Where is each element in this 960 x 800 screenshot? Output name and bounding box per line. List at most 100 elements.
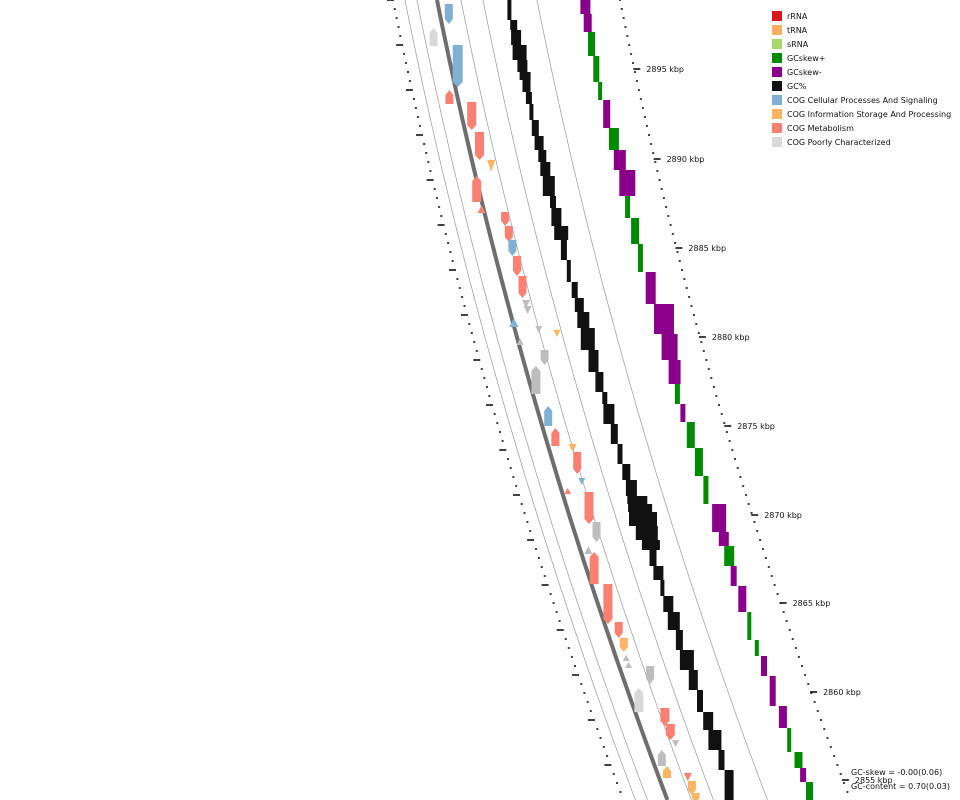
gc-content-stat: GC-content = 0.70(0.03) bbox=[851, 782, 950, 791]
gc-skew-positive-bar bbox=[787, 728, 792, 752]
gc-skew-track bbox=[580, 0, 813, 800]
gc-skew-negative-bar bbox=[603, 100, 611, 128]
gene-arrow bbox=[589, 552, 599, 584]
gc-content-track bbox=[507, 0, 734, 800]
gene-arrow bbox=[477, 205, 486, 213]
legend: rRNA tRNA sRNA GCskew+ GCskew- GC% COG Cellula… bbox=[772, 9, 951, 149]
gc-skew-negative-bar bbox=[619, 170, 636, 196]
gc-skew-negative-bar bbox=[583, 14, 592, 32]
gene-arrow bbox=[665, 724, 675, 740]
gc-skew-negative-bar bbox=[668, 360, 681, 384]
gene-arrow bbox=[584, 492, 594, 524]
gene-arrow bbox=[573, 452, 582, 474]
legend-label: tRNA bbox=[787, 25, 808, 35]
gc-bar bbox=[554, 226, 569, 240]
gc-bar bbox=[724, 770, 734, 800]
position-label: 2875 kbp bbox=[737, 422, 775, 431]
legend-swatch bbox=[772, 123, 782, 133]
position-label: 2880 kbp bbox=[712, 333, 750, 342]
gc-skew-negative-bar bbox=[730, 566, 737, 586]
gene-arrow bbox=[452, 45, 463, 87]
gene-arrow bbox=[660, 708, 670, 726]
gene-arrow bbox=[683, 773, 692, 781]
gc-skew-positive-bar bbox=[686, 422, 695, 448]
legend-swatch bbox=[772, 25, 782, 35]
gene-arrow bbox=[663, 766, 671, 778]
gc-skew-positive-bar bbox=[674, 384, 680, 404]
gc-skew-negative-bar bbox=[800, 768, 807, 782]
gene-arrow bbox=[646, 666, 655, 684]
gc-skew-positive-bar bbox=[806, 782, 813, 800]
gc-bar bbox=[675, 630, 683, 650]
legend-label: COG Metabolism bbox=[787, 123, 854, 133]
gene-arrow bbox=[687, 781, 696, 795]
gc-bar bbox=[517, 60, 528, 72]
gene-arrow bbox=[531, 366, 541, 394]
ring-guide bbox=[404, 0, 636, 800]
gene-arrow bbox=[625, 662, 633, 668]
gene-arrow bbox=[592, 522, 601, 542]
gc-skew-positive-bar bbox=[694, 448, 703, 476]
gc-bar bbox=[653, 566, 664, 580]
position-label: 2865 kbp bbox=[793, 599, 831, 608]
gc-bar bbox=[510, 20, 518, 30]
backbone-line bbox=[435, 0, 670, 800]
ring-guide bbox=[460, 0, 692, 800]
legend-label: GCskew+ bbox=[787, 53, 826, 63]
gene-arrow bbox=[522, 300, 530, 308]
gc-bar bbox=[507, 0, 512, 20]
gc-bar bbox=[627, 496, 648, 504]
legend-label: rRNA bbox=[787, 11, 808, 21]
legend-label: COG Cellular Processes And Signaling bbox=[787, 95, 938, 105]
gc-bar bbox=[663, 596, 674, 612]
gc-bar bbox=[679, 650, 694, 670]
gc-skew-negative-bar bbox=[778, 706, 787, 728]
gc-bar bbox=[538, 150, 547, 162]
gc-bar bbox=[629, 512, 657, 526]
gene-arrow bbox=[513, 256, 521, 276]
gc-skew-negative-bar bbox=[738, 586, 747, 612]
gene-arrow bbox=[634, 688, 644, 712]
gc-skew-positive-bar bbox=[703, 476, 709, 504]
gc-bar bbox=[603, 404, 615, 424]
legend-swatch bbox=[772, 137, 782, 147]
gene-arrow bbox=[551, 428, 560, 446]
legend-label: COG Poorly Characterized bbox=[787, 137, 891, 147]
gene-arrow bbox=[501, 212, 510, 226]
gene-arrow bbox=[508, 240, 517, 256]
gc-skew-positive-bar bbox=[625, 196, 631, 218]
legend-swatch bbox=[772, 109, 782, 119]
position-label: 2885 kbp bbox=[688, 244, 726, 253]
legend-label: sRNA bbox=[787, 39, 809, 49]
legend-item: COG Information Storage And Processing bbox=[772, 107, 951, 121]
gc-bar bbox=[540, 162, 551, 176]
gc-skew-negative-bar bbox=[613, 150, 626, 170]
gene-arrow bbox=[445, 90, 454, 104]
gene-arrow bbox=[691, 793, 700, 800]
gene-arrow bbox=[622, 655, 630, 661]
gc-skew-positive-bar bbox=[593, 56, 600, 82]
gc-bar bbox=[551, 208, 562, 226]
ring-guide bbox=[536, 0, 768, 800]
gc-skew-positive-bar bbox=[598, 82, 603, 100]
gc-bar bbox=[688, 670, 698, 690]
genome-backbone bbox=[435, 0, 670, 800]
gene-arrow bbox=[672, 740, 679, 747]
gene-arrow bbox=[540, 350, 549, 365]
gc-bar bbox=[708, 730, 722, 750]
gc-skew-negative-bar bbox=[761, 656, 767, 676]
gc-skew-negative-bar bbox=[718, 532, 729, 546]
gc-bar bbox=[560, 240, 567, 260]
position-labels: 2895 kbp 2890 kbp 2885 kbp 2880 kbp 2875 kbp… bbox=[646, 65, 892, 785]
gene-arrow bbox=[553, 330, 561, 337]
legend-item: COG Poorly Characterized bbox=[772, 135, 951, 149]
gc-bar bbox=[534, 136, 544, 150]
gc-skew-positive-bar bbox=[747, 612, 752, 640]
gc-skew-stat: GC-skew = -0.00(0.06) bbox=[851, 768, 943, 777]
gc-bar bbox=[628, 504, 653, 512]
gc-bar bbox=[617, 444, 623, 464]
gene-arrow bbox=[578, 478, 586, 485]
gc-bar bbox=[580, 328, 595, 350]
position-label: 2855 kbp bbox=[855, 776, 893, 785]
gc-skew-negative-bar bbox=[580, 0, 591, 14]
